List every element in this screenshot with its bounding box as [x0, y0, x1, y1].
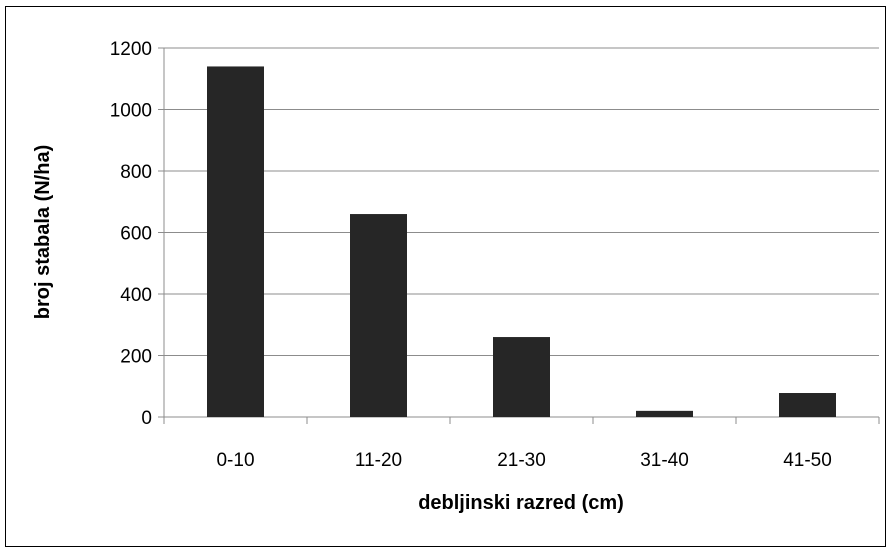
- y-axis-title: broj stabala (N/ha): [32, 145, 54, 319]
- bar: [636, 410, 693, 417]
- x-tick-label: 0-10: [216, 450, 254, 471]
- x-tick-label: 21-30: [497, 450, 546, 471]
- tick-labels: 0 200 400 600 800 1000 1200 0-10 11-20 21-30 31-40…: [110, 39, 832, 471]
- y-tick-label: 200: [120, 347, 152, 368]
- bar: [779, 393, 836, 417]
- y-tick-label: 0: [141, 408, 152, 429]
- chart-frame: [5, 6, 886, 547]
- y-tick-label: 400: [120, 285, 152, 306]
- y-tick-label: 1200: [110, 39, 152, 60]
- x-tick-label: 31-40: [640, 450, 689, 471]
- bars: [207, 66, 836, 417]
- bar: [207, 66, 264, 417]
- y-tick-label: 600: [120, 224, 152, 245]
- bar: [493, 337, 550, 417]
- x-tick-label: 11-20: [355, 450, 402, 471]
- x-tick-label: 41-50: [783, 450, 832, 471]
- x-axis-title: debljinski razred (cm): [418, 492, 624, 514]
- gridlines: [164, 47, 879, 356]
- y-tick-label: 1000: [110, 101, 152, 122]
- y-tick-label: 800: [120, 162, 152, 183]
- bar: [350, 214, 407, 417]
